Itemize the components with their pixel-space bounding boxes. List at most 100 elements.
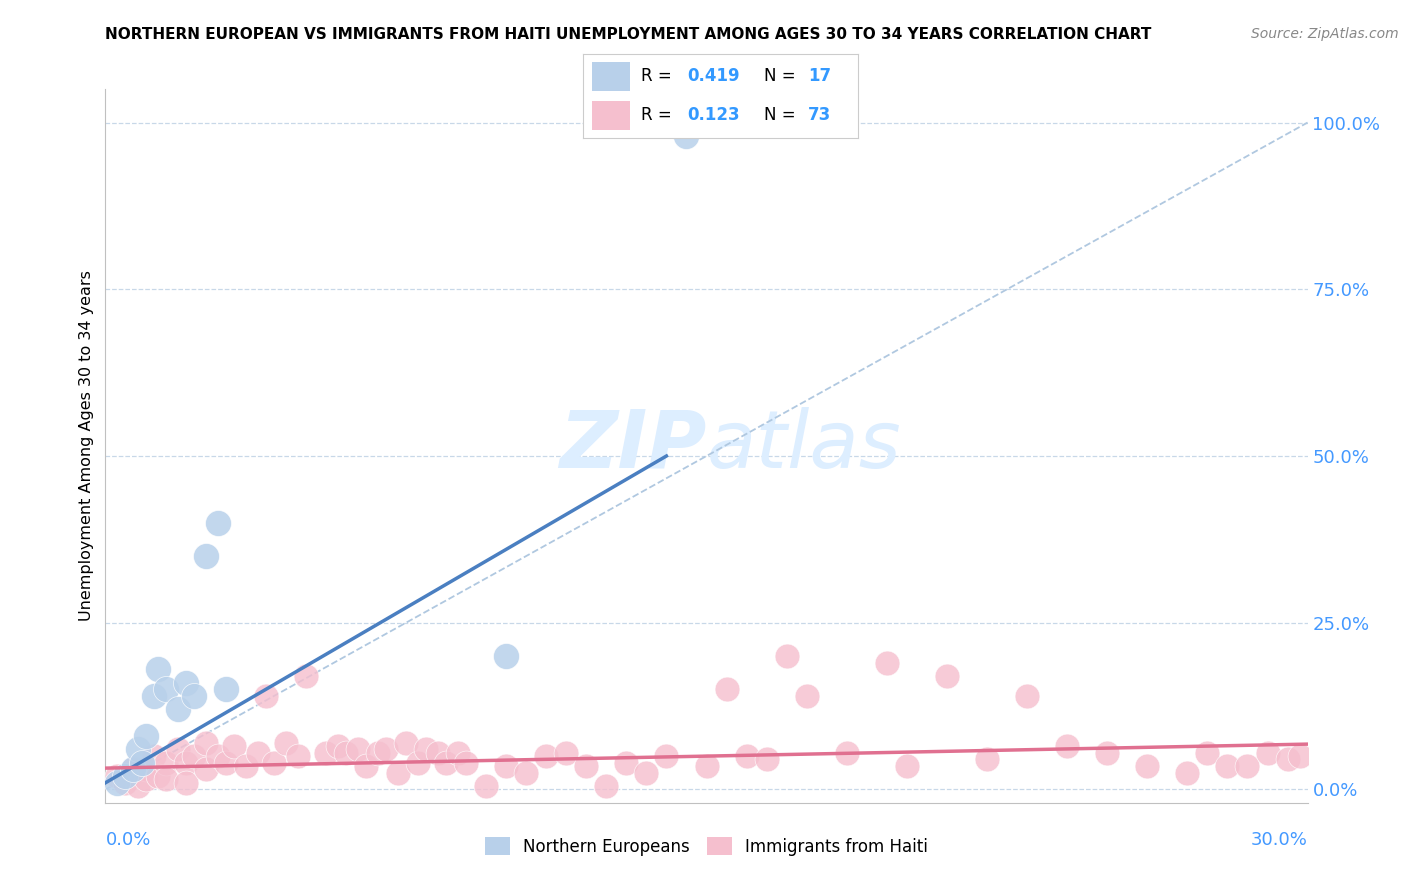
Point: [174, 756, 197, 770]
Point: [835, 746, 858, 760]
Point: [107, 769, 129, 783]
Text: atlas: atlas: [707, 407, 901, 485]
Point: [142, 749, 165, 764]
Point: [1236, 759, 1258, 773]
Text: R =: R =: [641, 106, 672, 124]
Point: [235, 759, 257, 773]
Point: [166, 702, 188, 716]
Point: [146, 662, 169, 676]
Text: Source: ZipAtlas.com: Source: ZipAtlas.com: [1251, 27, 1399, 41]
Point: [122, 763, 145, 777]
Point: [976, 752, 998, 766]
Point: [214, 756, 236, 770]
Point: [135, 772, 157, 787]
Point: [155, 772, 177, 787]
Point: [755, 752, 778, 766]
Point: [174, 776, 197, 790]
Point: [335, 746, 357, 760]
Point: [135, 763, 157, 777]
Point: [127, 742, 149, 756]
Point: [1288, 749, 1310, 764]
Point: [114, 776, 136, 790]
Point: [454, 756, 477, 770]
Point: [616, 756, 638, 770]
Point: [387, 765, 409, 780]
Point: [475, 779, 498, 793]
Point: [207, 516, 229, 530]
Point: [716, 682, 738, 697]
Point: [122, 763, 145, 777]
Point: [374, 742, 398, 756]
Point: [263, 756, 285, 770]
Point: [936, 669, 959, 683]
Point: [174, 675, 197, 690]
Point: [142, 689, 165, 703]
Point: [207, 749, 229, 764]
Point: [347, 742, 370, 756]
Text: 73: 73: [808, 106, 831, 124]
Point: [326, 739, 349, 753]
Point: [155, 682, 177, 697]
Y-axis label: Unemployment Among Ages 30 to 34 years: Unemployment Among Ages 30 to 34 years: [79, 270, 94, 622]
Point: [274, 736, 297, 750]
Point: [575, 759, 598, 773]
Point: [1177, 765, 1199, 780]
Point: [655, 749, 678, 764]
Point: [135, 729, 157, 743]
Point: [155, 756, 177, 770]
Point: [131, 756, 153, 770]
Point: [166, 742, 188, 756]
Point: [194, 736, 217, 750]
Point: [1097, 746, 1119, 760]
Text: 0.0%: 0.0%: [105, 831, 150, 849]
Text: R =: R =: [641, 68, 672, 86]
Point: [214, 682, 236, 697]
Point: [447, 746, 470, 760]
Text: 30.0%: 30.0%: [1251, 831, 1308, 849]
Point: [114, 769, 136, 783]
Point: [675, 128, 697, 143]
Point: [367, 746, 389, 760]
Point: [354, 759, 377, 773]
Point: [427, 746, 450, 760]
Text: 0.419: 0.419: [688, 68, 741, 86]
Point: [254, 689, 277, 703]
Text: NORTHERN EUROPEAN VS IMMIGRANTS FROM HAITI UNEMPLOYMENT AMONG AGES 30 TO 34 YEAR: NORTHERN EUROPEAN VS IMMIGRANTS FROM HAI…: [105, 27, 1152, 42]
Point: [415, 742, 437, 756]
Point: [534, 749, 557, 764]
Point: [896, 759, 918, 773]
Point: [495, 649, 517, 664]
Point: [183, 749, 205, 764]
Point: [1017, 689, 1039, 703]
Point: [1056, 739, 1078, 753]
Point: [127, 779, 149, 793]
Point: [495, 759, 517, 773]
Point: [636, 765, 658, 780]
FancyBboxPatch shape: [592, 101, 630, 130]
Point: [183, 689, 205, 703]
Point: [555, 746, 578, 760]
Point: [1136, 759, 1159, 773]
Point: [735, 749, 758, 764]
Point: [295, 669, 318, 683]
Point: [776, 649, 799, 664]
Point: [515, 765, 537, 780]
Text: 0.123: 0.123: [688, 106, 741, 124]
Legend: Northern Europeans, Immigrants from Haiti: Northern Europeans, Immigrants from Hait…: [478, 830, 935, 863]
Text: N =: N =: [765, 68, 796, 86]
Point: [796, 689, 818, 703]
Point: [876, 656, 898, 670]
Text: N =: N =: [765, 106, 796, 124]
Point: [146, 769, 169, 783]
Point: [194, 549, 217, 563]
Point: [107, 776, 129, 790]
Point: [246, 746, 269, 760]
Text: 17: 17: [808, 68, 831, 86]
Point: [1197, 746, 1219, 760]
Point: [194, 763, 217, 777]
Point: [1216, 759, 1239, 773]
Point: [287, 749, 309, 764]
Point: [434, 756, 457, 770]
Point: [1277, 752, 1299, 766]
Point: [406, 756, 429, 770]
